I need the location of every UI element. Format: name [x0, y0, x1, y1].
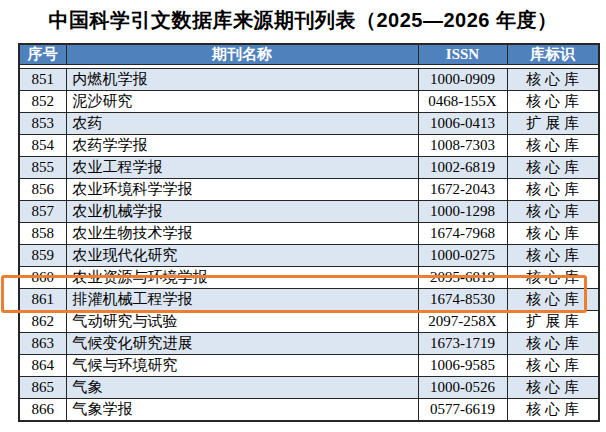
cell-db: 核心库 — [507, 223, 599, 245]
cell-name: 气候与环境研究 — [66, 355, 418, 377]
cell-name: 内燃机学报 — [66, 69, 418, 91]
cell-name: 农药 — [66, 113, 418, 135]
column-header-no: 序号 — [19, 44, 66, 65]
table-row: 866气象学报0577-6619核心库 — [19, 399, 599, 422]
cell-db: 核心库 — [507, 245, 599, 267]
cell-no: 858 — [19, 223, 66, 245]
cell-db: 核心库 — [507, 289, 599, 311]
cell-issn: 0577-6619 — [418, 399, 507, 422]
cell-issn: 1008-7303 — [418, 135, 507, 157]
column-header-db: 库标识 — [507, 44, 599, 65]
cell-db: 扩展库 — [507, 113, 599, 135]
cell-db: 核心库 — [507, 267, 599, 289]
cell-db: 核心库 — [507, 157, 599, 179]
cell-no: 851 — [19, 69, 66, 91]
cell-name: 农业现代化研究 — [66, 245, 418, 267]
cell-issn: 1674-8530 — [418, 289, 507, 311]
table-row: 857农业机械学报1000-1298核心库 — [19, 201, 599, 223]
table-header: 序号 期刊名称 ISSN 库标识 — [19, 44, 599, 69]
cell-db: 核心库 — [507, 135, 599, 157]
table-row: 856农业环境科学学报1672-2043核心库 — [19, 179, 599, 201]
cell-no: 863 — [19, 333, 66, 355]
table-row: 851内燃机学报1000-0909核心库 — [19, 69, 599, 91]
journal-table: 序号 期刊名称 ISSN 库标识 851内燃机学报1000-0909核心库852… — [18, 43, 600, 422]
cell-issn: 2097-258X — [418, 311, 507, 333]
cell-db: 核心库 — [507, 91, 599, 113]
cell-name: 气动研究与试验 — [66, 311, 418, 333]
cell-db: 核心库 — [507, 69, 599, 91]
cell-name: 气象 — [66, 377, 418, 399]
cell-name: 农业机械学报 — [66, 201, 418, 223]
cell-issn: 1002-6819 — [418, 157, 507, 179]
cell-name: 排灌机械工程学报 — [66, 289, 418, 311]
journal-table-body: 851内燃机学报1000-0909核心库852泥沙研究0468-155X核心库8… — [19, 69, 599, 422]
cell-db: 核心库 — [507, 333, 599, 355]
cell-issn: 1006-0413 — [418, 113, 507, 135]
cell-issn: 1674-7968 — [418, 223, 507, 245]
cell-issn: 1000-0909 — [418, 69, 507, 91]
table-row: 859农业现代化研究1000-0275核心库 — [19, 245, 599, 267]
cell-name: 农药学学报 — [66, 135, 418, 157]
cell-name: 农业生物技术学报 — [66, 223, 418, 245]
column-header-issn: ISSN — [418, 44, 507, 65]
cell-name: 农业资源与环境学报 — [66, 267, 418, 289]
table-row: 860农业资源与环境学报2095-6819核心库 — [19, 267, 599, 289]
table-row: 852泥沙研究0468-155X核心库 — [19, 91, 599, 113]
header-row: 序号 期刊名称 ISSN 库标识 — [19, 44, 599, 65]
cell-db: 核心库 — [507, 355, 599, 377]
cell-issn: 1000-1298 — [418, 201, 507, 223]
cell-issn: 1000-0526 — [418, 377, 507, 399]
cell-name: 农业环境科学学报 — [66, 179, 418, 201]
cell-no: 861 — [19, 289, 66, 311]
cell-db: 核心库 — [507, 377, 599, 399]
cell-no: 854 — [19, 135, 66, 157]
cell-issn: 1673-1719 — [418, 333, 507, 355]
cell-db: 核心库 — [507, 399, 599, 422]
table-row: 854农药学学报1008-7303核心库 — [19, 135, 599, 157]
page: 中国科学引文数据库来源期刊列表（2025—2026 年度） 序号 期刊名称 IS… — [0, 0, 606, 432]
cell-db: 核心库 — [507, 201, 599, 223]
cell-no: 865 — [19, 377, 66, 399]
cell-no: 857 — [19, 201, 66, 223]
table-row: 858农业生物技术学报1674-7968核心库 — [19, 223, 599, 245]
cell-no: 864 — [19, 355, 66, 377]
table-row: 855农业工程学报1002-6819核心库 — [19, 157, 599, 179]
cell-no: 852 — [19, 91, 66, 113]
table-row: 865气象1000-0526核心库 — [19, 377, 599, 399]
cell-no: 859 — [19, 245, 66, 267]
cell-no: 860 — [19, 267, 66, 289]
cell-issn: 1672-2043 — [418, 179, 507, 201]
table-row: 863气候变化研究进展1673-1719核心库 — [19, 333, 599, 355]
cell-no: 862 — [19, 311, 66, 333]
cell-no: 856 — [19, 179, 66, 201]
table-row: 864气候与环境研究1006-9585核心库 — [19, 355, 599, 377]
cell-name: 气候变化研究进展 — [66, 333, 418, 355]
table-row: 853农药1006-0413扩展库 — [19, 113, 599, 135]
cell-issn: 1006-9585 — [418, 355, 507, 377]
page-title: 中国科学引文数据库来源期刊列表（2025—2026 年度） — [0, 7, 606, 34]
cell-issn: 2095-6819 — [418, 267, 507, 289]
cell-name: 农业工程学报 — [66, 157, 418, 179]
table-row: 862气动研究与试验2097-258X扩展库 — [19, 311, 599, 333]
cell-name: 泥沙研究 — [66, 91, 418, 113]
column-header-name: 期刊名称 — [66, 44, 418, 65]
cell-name: 气象学报 — [66, 399, 418, 422]
cell-no: 855 — [19, 157, 66, 179]
table-row: 861排灌机械工程学报1674-8530核心库 — [19, 289, 599, 311]
cell-db: 扩展库 — [507, 311, 599, 333]
cell-issn: 1000-0275 — [418, 245, 507, 267]
cell-no: 866 — [19, 399, 66, 422]
cell-db: 核心库 — [507, 179, 599, 201]
cell-issn: 0468-155X — [418, 91, 507, 113]
cell-no: 853 — [19, 113, 66, 135]
